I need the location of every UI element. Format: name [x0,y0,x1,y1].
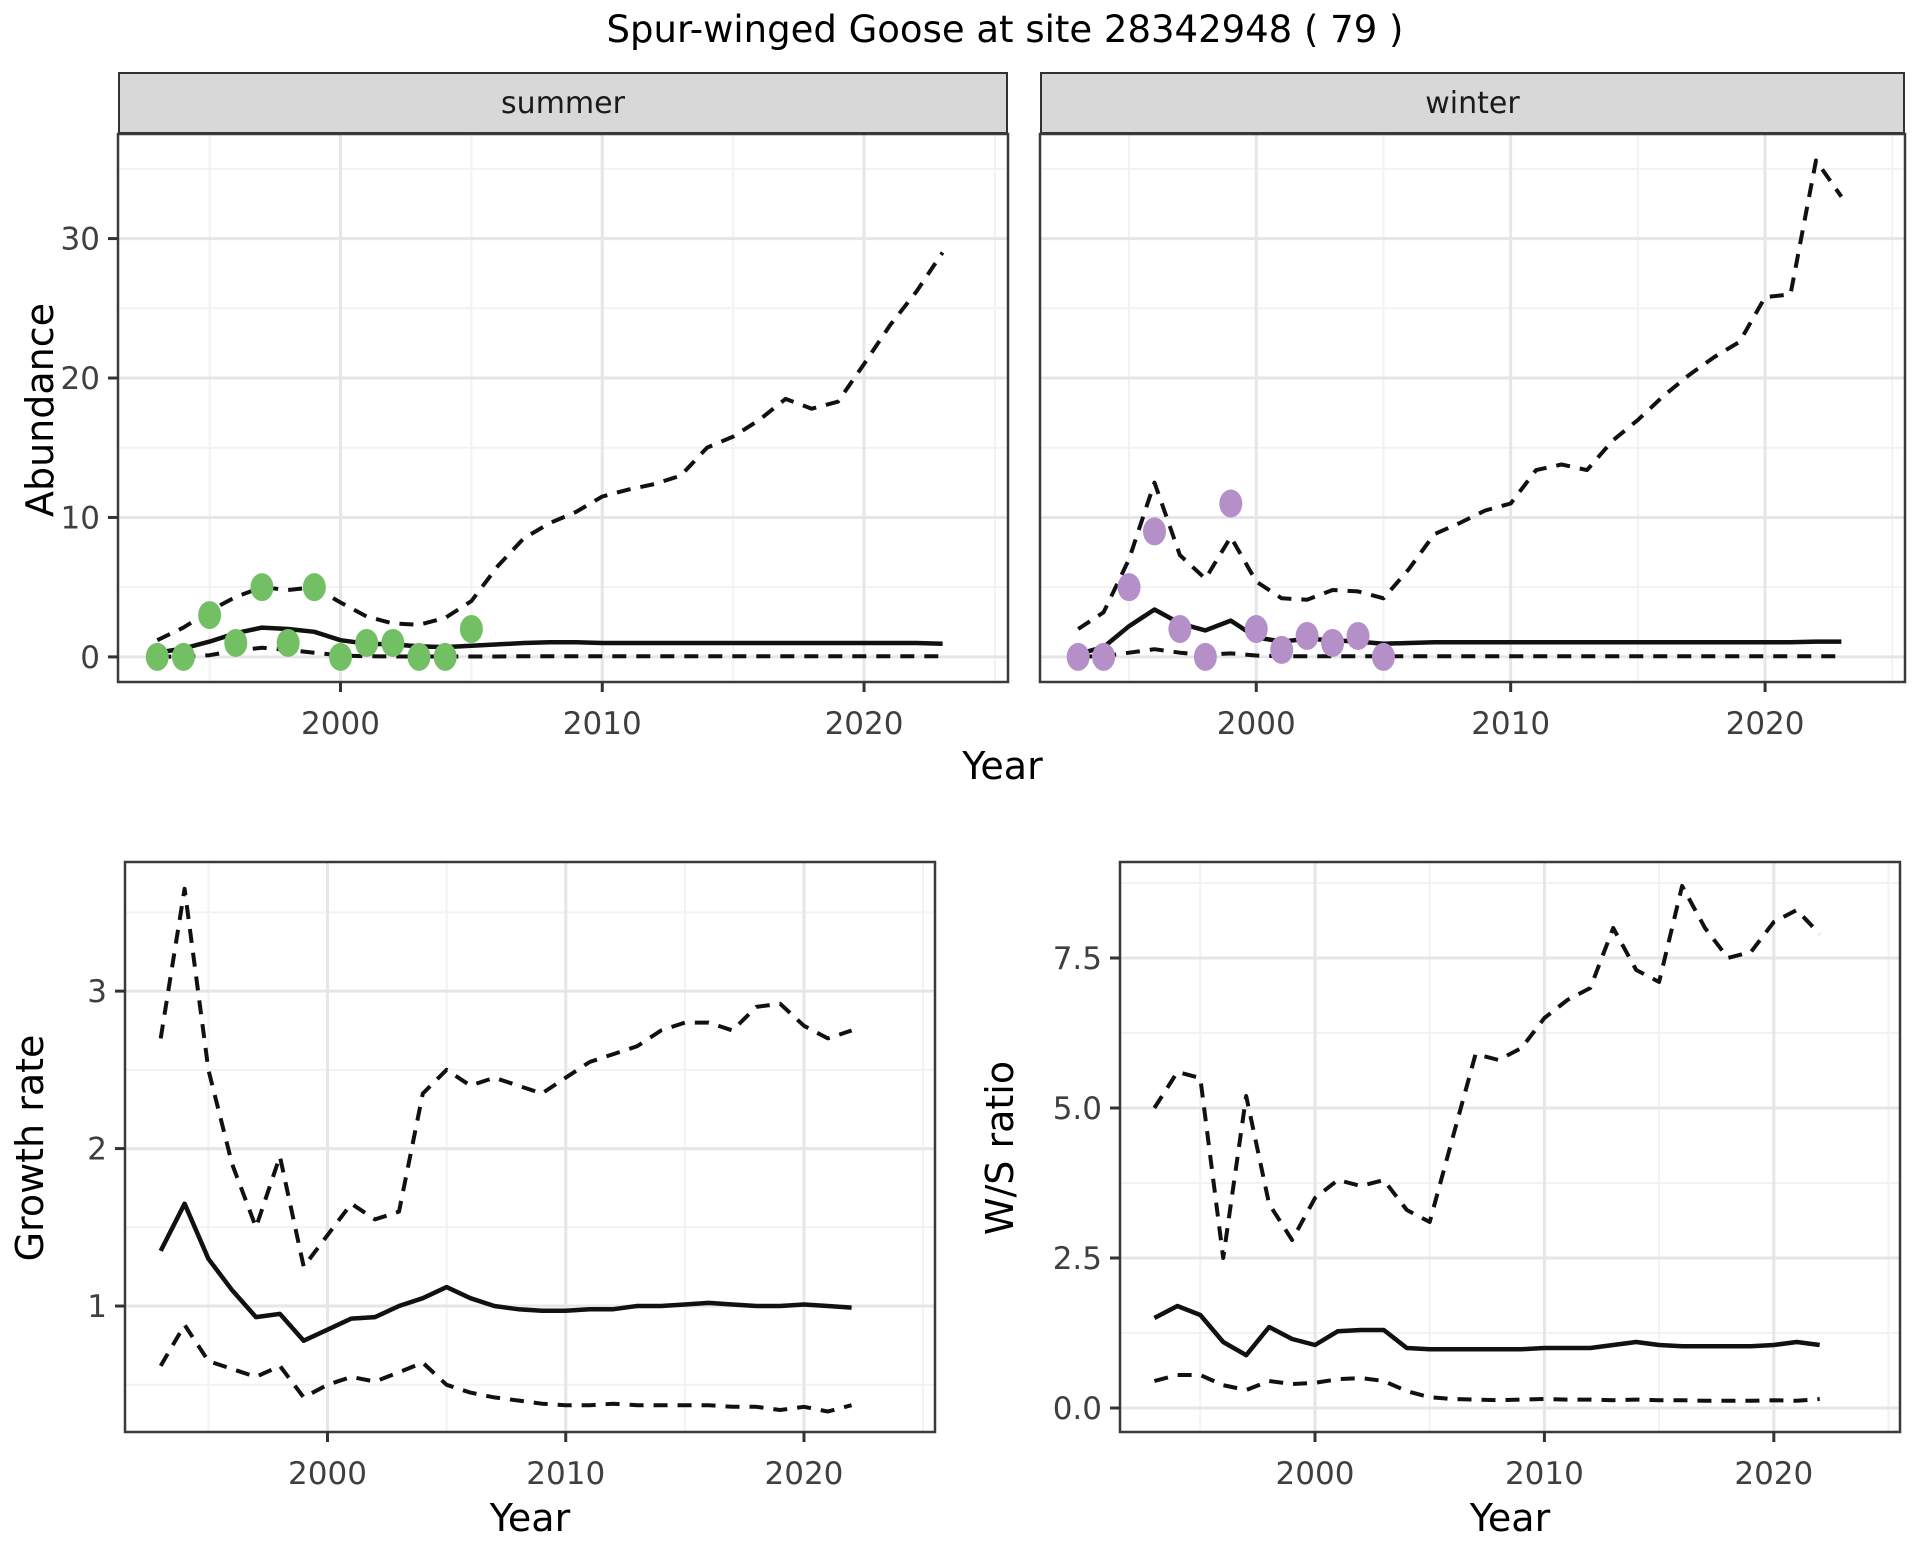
x-tick-label: 2020 [1734,1456,1813,1492]
ws-year-axis-title: Year [1469,1496,1551,1540]
y-tick-label: 5.0 [1053,1091,1102,1127]
data-point-observed [198,601,222,630]
data-point-observed [1321,628,1345,657]
data-point-observed [433,642,457,671]
y-tick-label: 30 [61,222,100,258]
data-point-observed [1142,517,1166,546]
data-point-observed [1168,615,1192,644]
series-line-upper-ci [1152,884,1822,1260]
x-tick-label: 2020 [825,706,904,742]
panel-background [1040,134,1905,682]
data-point-observed [171,642,195,671]
x-tick-label: 2010 [563,706,642,742]
data-point-observed [250,573,274,602]
data-point-observed [1346,621,1370,650]
series-line-estimate [1077,607,1842,657]
data-point-observed [381,628,405,657]
y-tick-label: 0 [80,640,100,676]
series-line-upper-ci [1077,158,1844,631]
facet-strip-summer: summer [118,72,1008,134]
growth-year-axis-title: Year [489,1496,571,1540]
panel-border [1038,132,1907,684]
data-point-observed [1117,573,1141,602]
data-point-observed [276,628,300,657]
data-point-observed [224,628,248,657]
y-tick-label: 20 [61,361,100,397]
data-point-observed [1092,642,1116,671]
x-tick-label: 2000 [1276,1456,1355,1492]
series-line-lower-ci [1153,1373,1820,1403]
data-point-observed [302,573,326,602]
data-point-observed [1244,615,1268,644]
series-line-upper-ci [158,886,853,1269]
data-point-observed [355,628,379,657]
y-tick-label: 2 [87,1132,107,1168]
x-tick-label: 2000 [1217,706,1296,742]
data-point-observed [329,642,352,671]
data-point-observed [1371,642,1395,671]
growth-rate-panel: 2000 2010 2020 1 2 3 [87,860,937,1492]
data-point-observed [1270,635,1294,664]
figure-title: Spur-winged Goose at site 28342948 ( 79 … [606,8,1404,51]
ws-ratio-panel: 2000 2010 2020 0.0 2.5 5.0 7.5 [1053,860,1902,1492]
x-tick-label: 2020 [765,1456,844,1492]
panel-background [118,134,1008,682]
data-point-observed [1219,489,1243,518]
abundance-summer-panel: 2000 2010 2020 0 10 20 30 [61,132,1010,742]
x-tick-label: 2010 [526,1456,605,1492]
facet-strip-winter: winter [1040,72,1905,134]
data-point-observed [145,642,169,671]
data-point-observed [1193,642,1217,671]
x-tick-label: 2020 [1726,706,1805,742]
y-tick-label: 2.5 [1053,1241,1102,1277]
x-tick-label: 2000 [288,1456,367,1492]
y-tick-label: 7.5 [1053,941,1102,977]
facet-strip-summer-label: summer [501,85,625,121]
abundance-winter-panel: 2000 2010 2020 [1038,132,1907,742]
series-line-upper-ci [156,251,945,643]
data-point-observed [1066,642,1090,671]
facet-strip-winter-label: winter [1425,85,1520,121]
series-line-estimate [158,1201,852,1343]
panel-border [123,860,937,1434]
series-line-estimate [1153,1303,1820,1358]
panel-border [116,132,1010,684]
data-point-observed [407,642,431,671]
data-point-observed [1295,621,1319,650]
y-tick-label: 10 [61,500,100,536]
y-tick-label: 0.0 [1053,1391,1102,1427]
y-tick-label: 1 [87,1289,107,1325]
panel-background [1120,862,1900,1432]
series-line-lower-ci [158,1322,853,1414]
panel-background [125,862,935,1432]
data-point-observed [459,615,483,644]
x-tick-label: 2010 [1505,1456,1584,1492]
top-year-axis-title: Year [962,744,1043,788]
x-tick-label: 2010 [1471,706,1550,742]
panel-border [1118,860,1902,1434]
y-tick-label: 3 [87,974,107,1010]
x-tick-label: 2000 [301,706,380,742]
